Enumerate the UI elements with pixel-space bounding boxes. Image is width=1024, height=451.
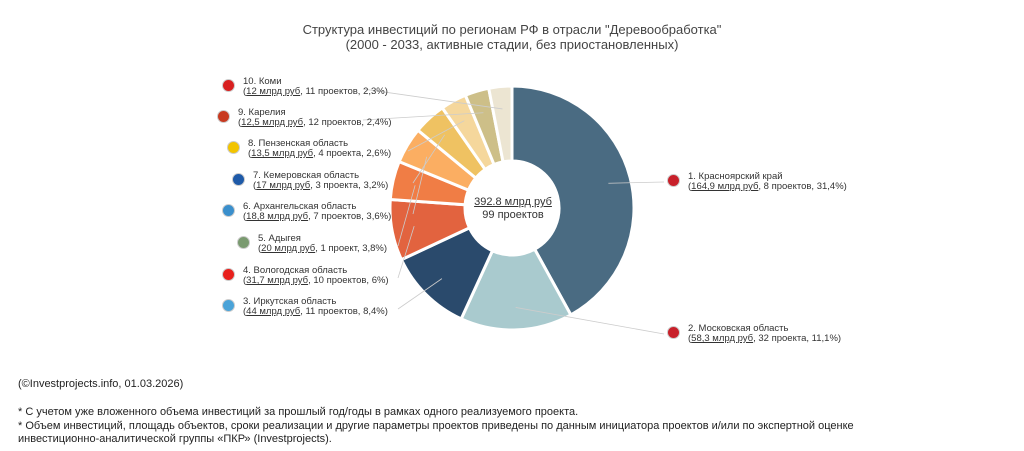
region-emblem-icon bbox=[222, 204, 235, 217]
region-sum-link[interactable]: 31,7 млрд руб bbox=[246, 275, 309, 286]
leader-line bbox=[362, 112, 484, 121]
leader-line bbox=[407, 120, 465, 152]
footnote-1: * С учетом уже вложенного объема инвести… bbox=[18, 406, 579, 418]
slice-label: 5. Адыгея (20 млрд руб, 1 проект, 3,8%) bbox=[258, 234, 387, 254]
donut-center: 392.8 млрд руб 99 проектов bbox=[463, 196, 563, 222]
region-emblem-icon bbox=[237, 236, 250, 249]
region-details: , 12 проектов, 2,4%) bbox=[303, 117, 392, 128]
slice-label: 6. Архангельская область (18,8 млрд руб, … bbox=[243, 202, 391, 222]
region-stats: (12 млрд руб, 11 проектов, 2,3%) bbox=[243, 86, 388, 97]
region-name: 8. Пензенская область bbox=[248, 138, 349, 149]
leader-line bbox=[515, 307, 665, 335]
region-emblem-icon bbox=[222, 299, 235, 312]
donut-hole bbox=[465, 161, 559, 255]
center-projects: 99 проектов bbox=[482, 209, 544, 221]
region-name: 4. Вологодская область bbox=[243, 265, 348, 276]
slice-label: 4. Вологодская область (31,7 млрд руб, 10… bbox=[243, 266, 389, 286]
footnote-3: инвестиционно-аналитической группы «ПКР»… bbox=[18, 433, 332, 445]
region-stats: (31,7 млрд руб, 10 проектов, 6%) bbox=[243, 275, 389, 286]
leader-line bbox=[362, 88, 503, 110]
title-line: Структура инвестиций по регионам РФ в от… bbox=[302, 22, 722, 37]
region-sum-link[interactable]: 12 млрд руб bbox=[246, 86, 301, 97]
center-total[interactable]: 392.8 млрд руб bbox=[474, 196, 552, 208]
region-name: 9. Карелия bbox=[238, 107, 286, 118]
region-stats: (12,5 млрд руб, 12 проектов, 2,4%) bbox=[238, 117, 392, 128]
slice-label: 8. Пензенская область (13,5 млрд руб, 4 п… bbox=[248, 139, 391, 159]
region-stats: (44 млрд руб, 11 проектов, 8,4%) bbox=[243, 306, 388, 317]
leader-line bbox=[412, 134, 445, 184]
region-details: , 3 проекта, 3,2%) bbox=[310, 180, 389, 191]
region-sum-link[interactable]: 20 млрд руб bbox=[261, 243, 316, 254]
region-stats: (17 млрд руб, 3 проекта, 3,2%) bbox=[253, 180, 389, 191]
footnote-2: * Объем инвестиций, площадь объектов, ср… bbox=[18, 420, 854, 432]
region-emblem-icon bbox=[667, 326, 680, 339]
slice-label: 7. Кемеровская область (17 млрд руб, 3 пр… bbox=[253, 171, 388, 191]
region-details: , 11 проектов, 2,3%) bbox=[300, 86, 388, 97]
leader-line bbox=[397, 185, 416, 247]
region-sum-link[interactable]: 17 млрд руб bbox=[256, 180, 311, 191]
region-name: 2. Московская область bbox=[688, 323, 789, 334]
region-stats: (18,8 млрд руб, 7 проектов, 3,6%) bbox=[243, 211, 392, 222]
region-details: , 11 проектов, 8,4%) bbox=[300, 306, 388, 317]
region-name: 3. Иркутская область bbox=[243, 296, 337, 307]
slice-label: 2. Московская область (58,3 млрд руб, 32 … bbox=[688, 324, 841, 344]
region-emblem-icon bbox=[232, 173, 245, 186]
region-name: 7. Кемеровская область bbox=[253, 170, 360, 181]
region-details: , 7 проектов, 3,6%) bbox=[308, 211, 392, 222]
leader-line bbox=[397, 278, 443, 310]
slice-label: 1. Красноярский край (164,9 млрд руб, 8 п… bbox=[688, 172, 847, 192]
region-details: , 32 проекта, 11,1%) bbox=[753, 333, 842, 344]
region-sum-link[interactable]: 12,5 млрд руб bbox=[241, 117, 304, 128]
region-emblem-icon bbox=[667, 174, 680, 187]
leader-line bbox=[397, 226, 415, 279]
region-details: , 8 проектов, 31,4%) bbox=[758, 181, 847, 192]
subtitle-line: (2000 - 2033, активные стадии, без приос… bbox=[345, 37, 679, 52]
region-details: , 4 проекта, 2,6%) bbox=[313, 148, 392, 159]
region-name: 6. Архангельская область bbox=[243, 201, 357, 212]
region-name: 10. Коми bbox=[243, 76, 282, 87]
region-sum-link[interactable]: 58,3 млрд руб bbox=[691, 333, 754, 344]
slice-label: 9. Карелия (12,5 млрд руб, 12 проектов, 2… bbox=[238, 108, 392, 128]
region-sum-link[interactable]: 18,8 млрд руб bbox=[246, 211, 309, 222]
region-sum-link[interactable]: 44 млрд руб bbox=[246, 306, 301, 317]
region-stats: (20 млрд руб, 1 проект, 3,8%) bbox=[258, 243, 388, 254]
leader-line bbox=[608, 181, 665, 184]
region-name: 5. Адыгея bbox=[258, 233, 301, 244]
region-emblem-icon bbox=[222, 79, 235, 92]
region-details: , 10 проектов, 6%) bbox=[308, 275, 389, 286]
region-details: , 1 проект, 3,8%) bbox=[315, 243, 388, 254]
region-emblem-icon bbox=[222, 268, 235, 281]
region-emblem-icon bbox=[217, 110, 230, 123]
region-sum-link[interactable]: 13,5 млрд руб bbox=[251, 148, 314, 159]
region-name: 1. Красноярский край bbox=[688, 171, 783, 182]
region-stats: (58,3 млрд руб, 32 проекта, 11,1%) bbox=[688, 333, 842, 344]
slice-label: 3. Иркутская область (44 млрд руб, 11 про… bbox=[243, 297, 388, 317]
source-note: (©Investprojects.info, 01.03.2026) bbox=[18, 378, 184, 390]
chart-title: Структура инвестиций по регионам РФ в от… bbox=[0, 22, 1024, 52]
region-stats: (164,9 млрд руб, 8 проектов, 31,4%) bbox=[688, 181, 847, 192]
slice-label: 10. Коми (12 млрд руб, 11 проектов, 2,3%) bbox=[243, 77, 388, 97]
region-sum-link[interactable]: 164,9 млрд руб bbox=[691, 181, 759, 192]
region-stats: (13,5 млрд руб, 4 проекта, 2,6%) bbox=[248, 148, 392, 159]
region-emblem-icon bbox=[227, 141, 240, 154]
